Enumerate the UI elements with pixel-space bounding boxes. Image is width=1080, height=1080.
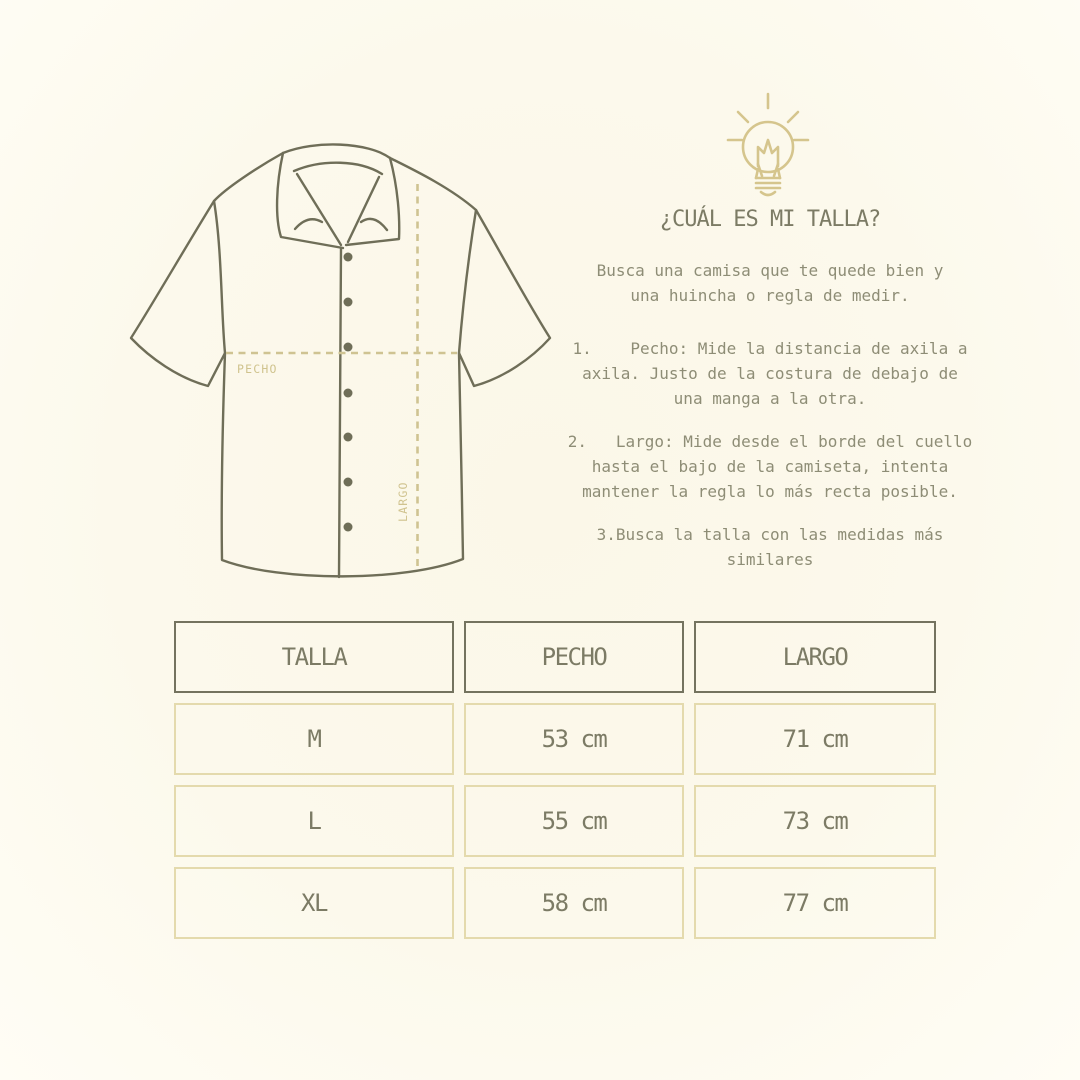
chest-measure-label: PECHO <box>237 362 278 376</box>
shirt-collar-inner <box>292 161 384 176</box>
size-table-cell-l-pecho: 55 cm <box>464 785 684 857</box>
size-table-cell-xl-pecho: 58 cm <box>464 867 684 939</box>
shirt-front-opening-right <box>346 175 381 244</box>
shirt-placket-line <box>337 246 343 579</box>
shirt-collar-leaf-left <box>275 151 345 250</box>
shirt-front-opening-left <box>295 172 343 247</box>
shirt-body-outline <box>129 151 552 578</box>
size-table-cell-l-talla: L <box>174 785 454 857</box>
shirt-collar-fold-right <box>359 217 389 232</box>
shirt-collar-fold-left <box>293 218 324 231</box>
shirt-collar-leaf-right <box>344 156 401 247</box>
shirt-armhole-left <box>212 199 227 355</box>
size-table-header-talla: TALLA <box>174 621 454 693</box>
length-measure-label: LARGO <box>396 481 410 522</box>
guide-step-3: 3.Busca la talla con las medidas más sim… <box>596 525 944 569</box>
page-title: ¿CUÁL ES MI TALLA? <box>659 207 881 232</box>
lightbulb-icon <box>726 92 810 197</box>
size-table-cell-m-pecho: 53 cm <box>464 703 684 775</box>
size-table-cell-xl-talla: XL <box>174 867 454 939</box>
guide-step-1: 1. Pecho: Mide la distancia de axila a a… <box>572 339 968 408</box>
size-table-cell-xl-largo: 77 cm <box>694 867 936 939</box>
size-table: TALLA PECHO LARGO M 53 cm 71 cm L 55 cm … <box>174 621 936 939</box>
shirt-collar-top <box>281 143 392 160</box>
shirt-armhole-right <box>457 208 478 355</box>
guide-step-2: 2. Largo: Mide desde el borde del cuello… <box>567 432 973 501</box>
guide-intro: Busca una camisa que te quede bien y una… <box>596 261 944 305</box>
size-table-header-pecho: PECHO <box>464 621 684 693</box>
size-table-header-largo: LARGO <box>694 621 936 693</box>
shirt-diagram: PECHO LARGO <box>129 143 552 579</box>
size-table-cell-l-largo: 73 cm <box>694 785 936 857</box>
size-table-cell-m-largo: 71 cm <box>694 703 936 775</box>
shirt-buttons <box>343 252 353 532</box>
size-table-cell-m-talla: M <box>174 703 454 775</box>
